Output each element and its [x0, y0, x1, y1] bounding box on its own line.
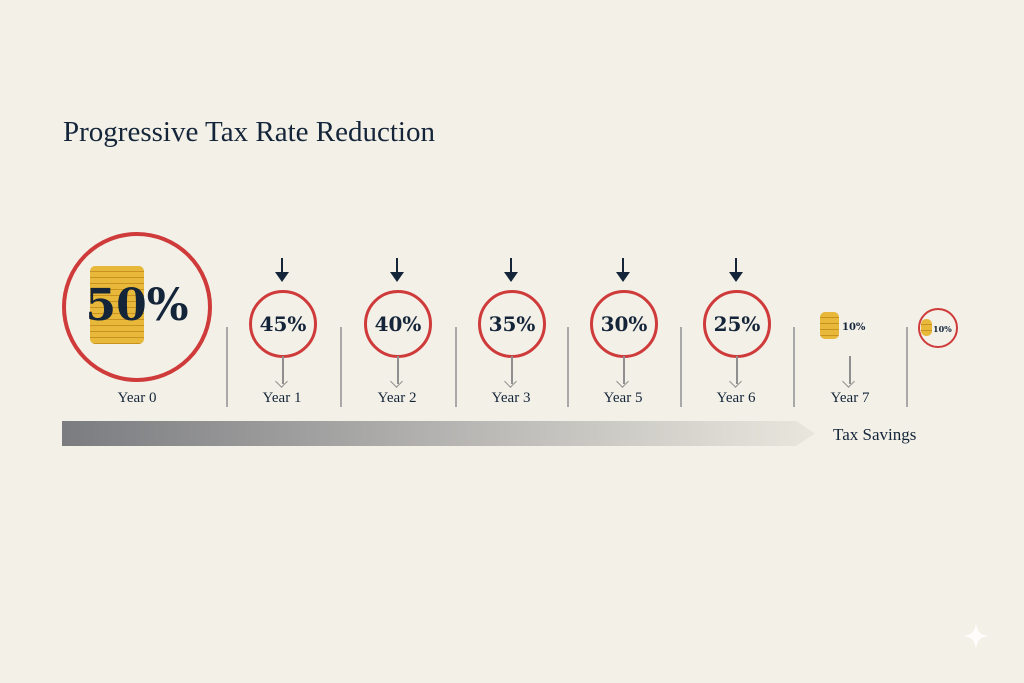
divider: [340, 327, 342, 407]
divider: [567, 327, 569, 407]
start-rate: 50%: [85, 280, 189, 331]
year-label: Year 2: [377, 390, 417, 406]
final-rate: 10%: [933, 324, 952, 334]
gray-down-arrow-icon: [736, 356, 738, 384]
year-label: Year 0: [117, 390, 157, 406]
divider: [906, 327, 908, 407]
down-arrow-icon: [390, 258, 404, 282]
gray-down-arrow-icon: [623, 356, 625, 384]
year-label: Year 3: [491, 390, 531, 406]
rate-circle: 35%: [478, 290, 546, 358]
rate-circle: 25%: [703, 290, 771, 358]
year-label: Year 1: [262, 390, 302, 406]
rate-circle: 30%: [590, 290, 658, 358]
year-label: Year 6: [716, 390, 756, 406]
down-arrow-icon: [504, 258, 518, 282]
year-label: Year 5: [603, 390, 643, 406]
gray-down-arrow-icon: [282, 356, 284, 384]
tax-savings-label: Tax Savings: [833, 425, 917, 444]
sparkle-icon: [962, 622, 990, 650]
year7-rate: 10%: [842, 322, 866, 333]
year-label: Year 7: [830, 390, 870, 406]
down-arrow-icon: [275, 258, 289, 282]
divider: [680, 327, 682, 407]
coin-stack-icon: [820, 312, 839, 339]
gray-down-arrow-icon: [397, 356, 399, 384]
coin-stack-icon: [921, 319, 932, 336]
page-title: Progressive Tax Rate Reduction: [63, 116, 435, 148]
divider: [455, 327, 457, 407]
gray-down-arrow-icon: [849, 356, 851, 384]
gray-down-arrow-icon: [511, 356, 513, 384]
rate-circle: 45%: [249, 290, 317, 358]
divider: [793, 327, 795, 407]
rate-circle: 40%: [364, 290, 432, 358]
start-rate-ring: [62, 232, 212, 382]
down-arrow-icon: [616, 258, 630, 282]
final-rate-ring: [918, 308, 958, 348]
coin-stack-icon: [90, 266, 144, 344]
down-arrow-icon: [729, 258, 743, 282]
divider: [226, 327, 228, 407]
tax-savings-bar: [62, 421, 815, 446]
